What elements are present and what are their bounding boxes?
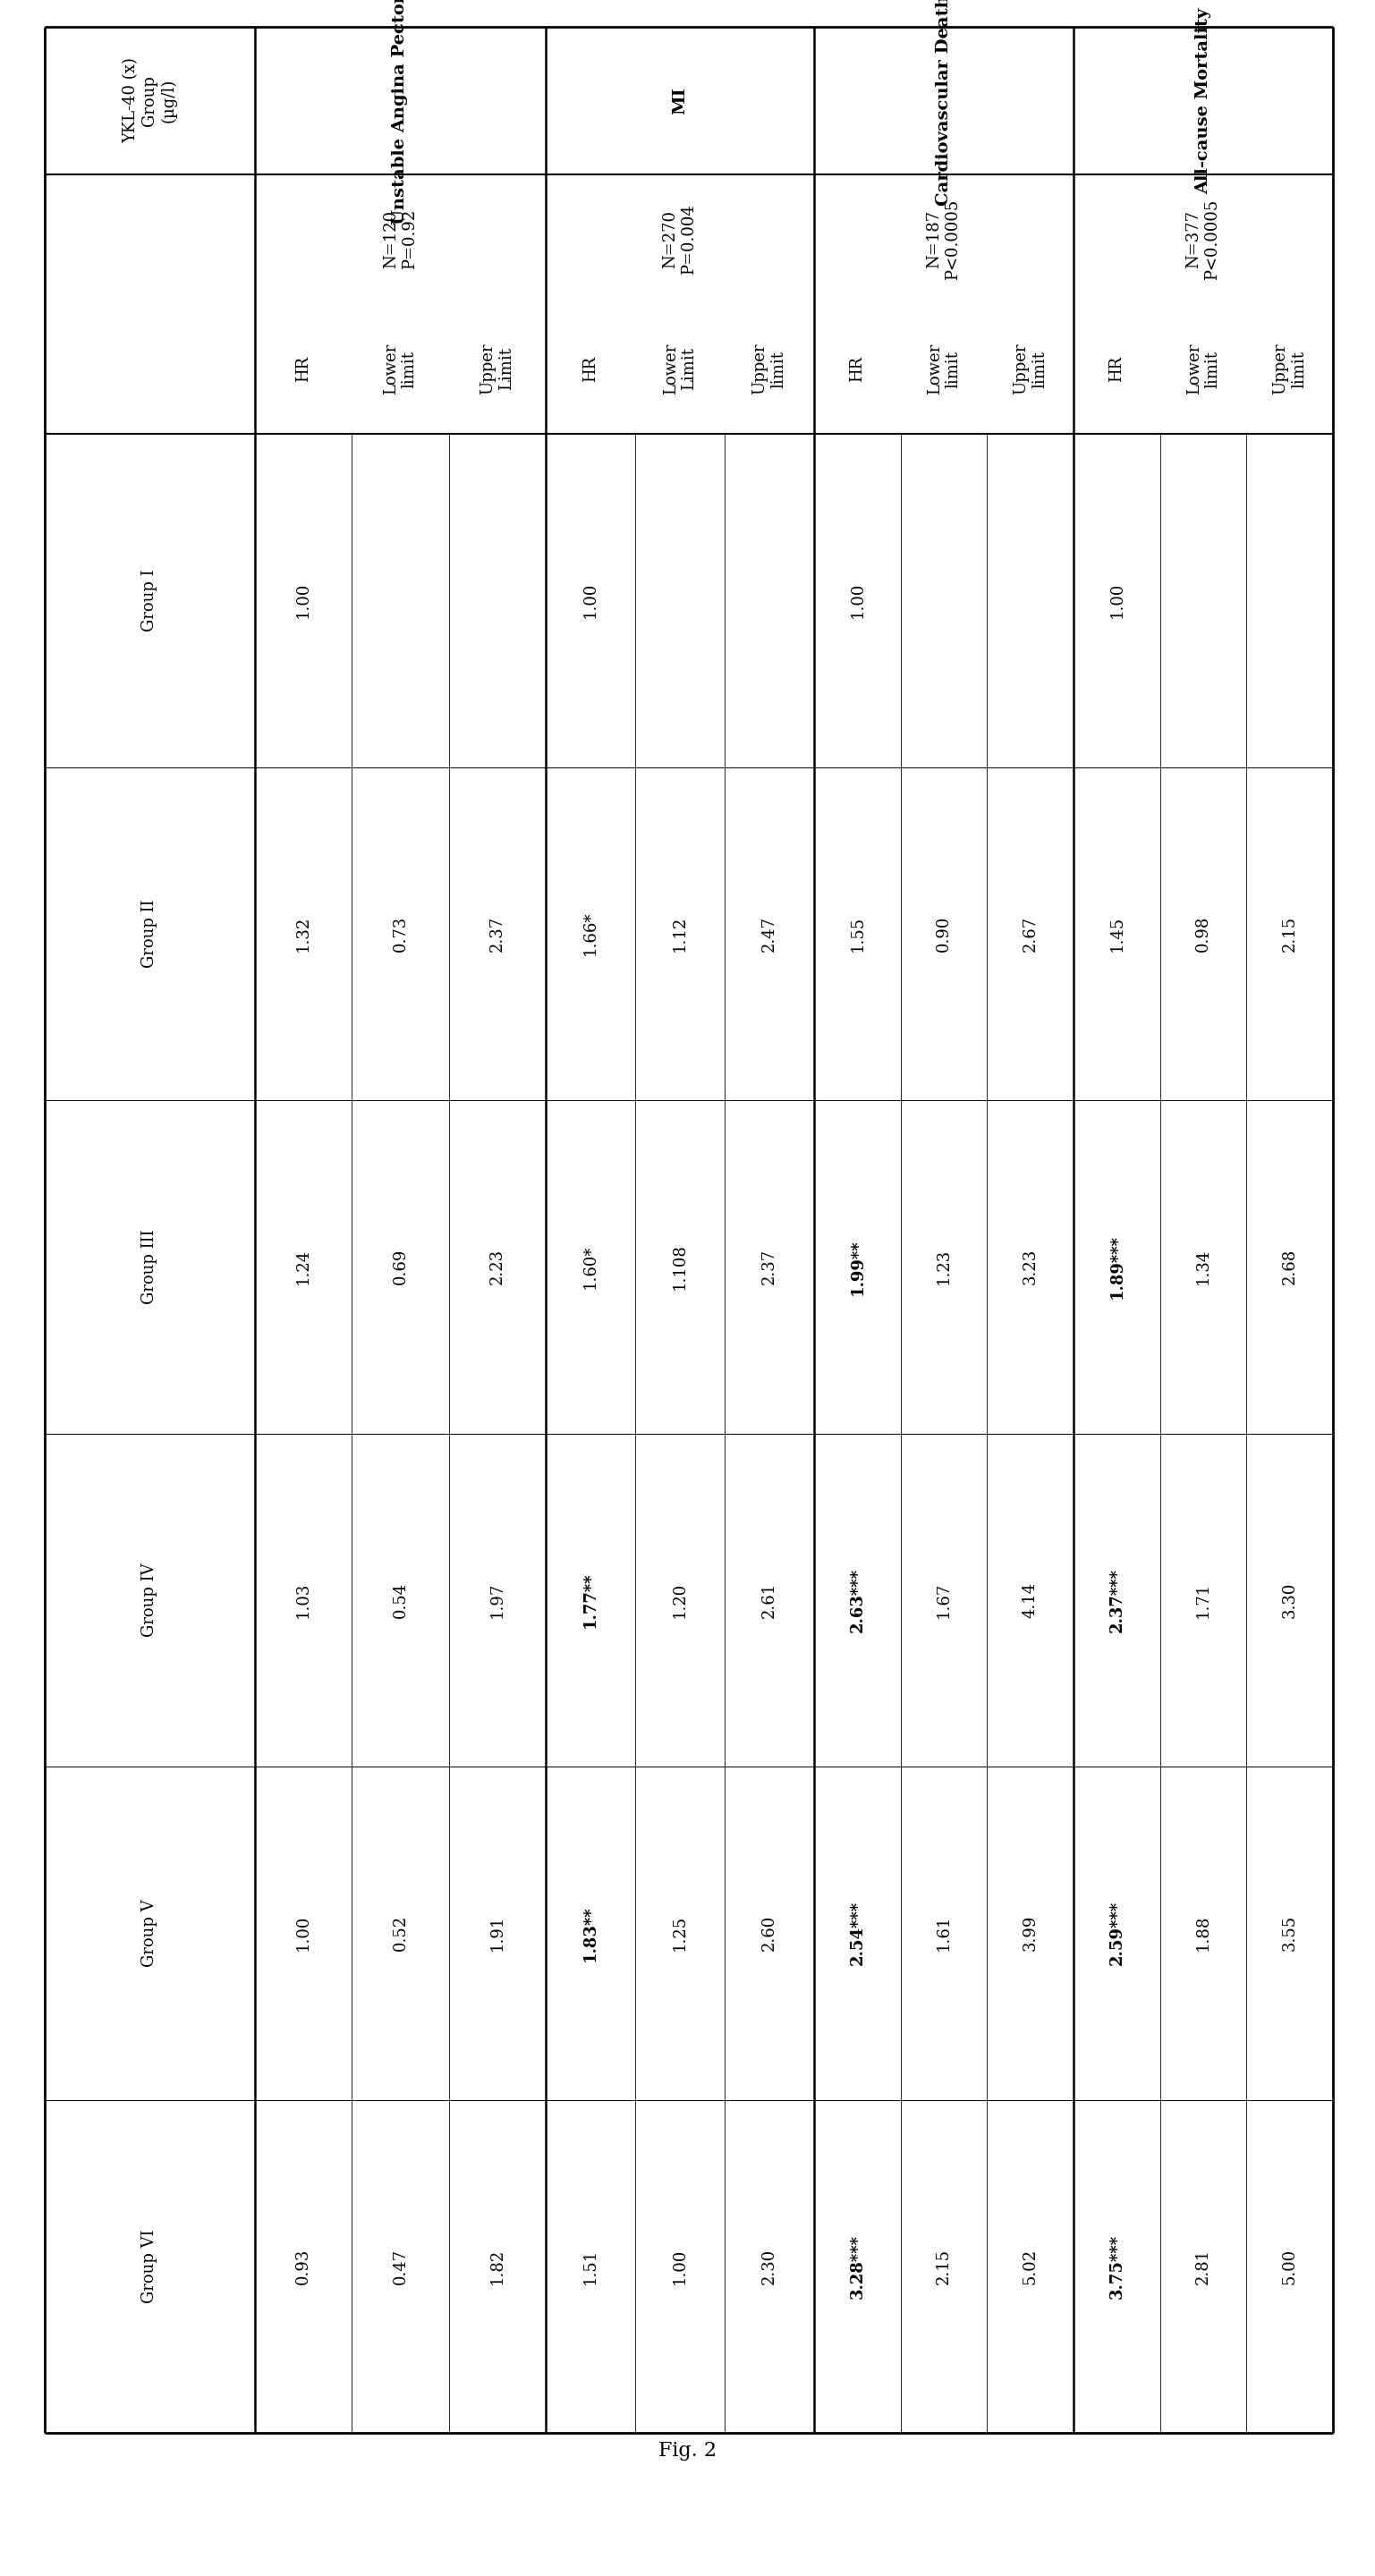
Text: 1.25: 1.25 bbox=[672, 1914, 688, 1950]
Text: 1.60*: 1.60* bbox=[583, 1244, 598, 1288]
Text: 1.71: 1.71 bbox=[1195, 1582, 1211, 1618]
Text: All-cause Mortality: All-cause Mortality bbox=[1195, 8, 1211, 193]
Text: 3.23: 3.23 bbox=[1022, 1249, 1038, 1285]
Text: 1.61: 1.61 bbox=[936, 1914, 952, 1950]
Text: 2.81: 2.81 bbox=[1195, 2249, 1211, 2285]
Text: 1.66*: 1.66* bbox=[583, 912, 598, 956]
Text: 1.00: 1.00 bbox=[1108, 582, 1125, 618]
Text: 2.61: 2.61 bbox=[762, 1582, 777, 1618]
Text: 1.00: 1.00 bbox=[583, 582, 598, 618]
Text: 1.00: 1.00 bbox=[296, 1914, 312, 1950]
Text: 1.97: 1.97 bbox=[490, 1582, 505, 1618]
Text: Lower
limit: Lower limit bbox=[384, 343, 418, 394]
Text: 2.63***: 2.63*** bbox=[850, 1569, 865, 1633]
Text: Cardiovascular Death: Cardiovascular Death bbox=[936, 0, 952, 206]
Text: 0.73: 0.73 bbox=[392, 914, 408, 951]
Text: 2.23: 2.23 bbox=[490, 1249, 505, 1285]
Text: 0.98: 0.98 bbox=[1195, 914, 1211, 951]
Text: 1.82: 1.82 bbox=[490, 2249, 505, 2285]
Text: YKL-40 (x)
Group
(µg/l): YKL-40 (x) Group (µg/l) bbox=[122, 57, 176, 144]
Text: 1.45: 1.45 bbox=[1108, 914, 1125, 951]
Text: 0.93: 0.93 bbox=[296, 2249, 312, 2285]
Text: 2.37***: 2.37*** bbox=[1108, 1569, 1125, 1633]
Text: 1.77**: 1.77** bbox=[583, 1571, 598, 1628]
Text: 1.108: 1.108 bbox=[672, 1244, 688, 1291]
Text: 5.02: 5.02 bbox=[1022, 2249, 1038, 2285]
Text: Upper
limit: Upper limit bbox=[1272, 343, 1308, 394]
Text: 2.60: 2.60 bbox=[762, 1914, 777, 1950]
Text: Unstable Angina Pectoris: Unstable Angina Pectoris bbox=[392, 0, 408, 224]
Text: Group IV: Group IV bbox=[142, 1564, 158, 1636]
Text: 0.69: 0.69 bbox=[392, 1249, 408, 1285]
Text: 2.68: 2.68 bbox=[1282, 1249, 1298, 1285]
Text: 0.47: 0.47 bbox=[392, 2249, 408, 2285]
Text: Lower
limit: Lower limit bbox=[927, 343, 961, 394]
Text: 2.54***: 2.54*** bbox=[850, 1901, 865, 1965]
Text: 1.00: 1.00 bbox=[296, 582, 312, 618]
Text: HR: HR bbox=[850, 355, 865, 381]
Text: 3.99: 3.99 bbox=[1022, 1914, 1038, 1950]
Text: N=187
P<0.0005: N=187 P<0.0005 bbox=[927, 198, 961, 281]
Text: 2.37: 2.37 bbox=[490, 914, 505, 951]
Text: Lower
Limit: Lower Limit bbox=[663, 343, 697, 394]
Text: 1.55: 1.55 bbox=[850, 914, 865, 951]
Text: 2.37: 2.37 bbox=[762, 1249, 777, 1285]
Text: 4.14: 4.14 bbox=[1022, 1582, 1038, 1618]
Text: 1.00: 1.00 bbox=[672, 2249, 688, 2285]
Text: Group II: Group II bbox=[142, 899, 158, 969]
Text: 1.51: 1.51 bbox=[583, 2249, 598, 2285]
Text: 2.47: 2.47 bbox=[762, 914, 777, 951]
Text: 1.24: 1.24 bbox=[296, 1249, 312, 1285]
Text: 1.88: 1.88 bbox=[1195, 1914, 1211, 1950]
Text: Fig. 2: Fig. 2 bbox=[659, 2442, 716, 2460]
Text: HR: HR bbox=[296, 355, 312, 381]
Text: 1.99**: 1.99** bbox=[850, 1239, 865, 1296]
Text: N=270
P=0.004: N=270 P=0.004 bbox=[663, 204, 697, 276]
Text: 2.59***: 2.59*** bbox=[1108, 1901, 1125, 1965]
Text: Upper
Limit: Upper Limit bbox=[480, 343, 514, 394]
Text: HR: HR bbox=[1108, 355, 1125, 381]
Text: 3.30: 3.30 bbox=[1282, 1582, 1298, 1618]
Text: 1.00: 1.00 bbox=[850, 582, 865, 618]
Text: 2.15: 2.15 bbox=[1282, 914, 1298, 951]
Text: 3.55: 3.55 bbox=[1282, 1914, 1298, 1950]
Text: 1.67: 1.67 bbox=[936, 1582, 952, 1618]
Text: Lower
limit: Lower limit bbox=[1185, 343, 1221, 394]
Text: 0.54: 0.54 bbox=[392, 1582, 408, 1618]
Text: 1.12: 1.12 bbox=[672, 914, 688, 951]
Text: 1.20: 1.20 bbox=[672, 1582, 688, 1618]
Text: Upper
limit: Upper limit bbox=[1013, 343, 1048, 394]
Text: 3.28***: 3.28*** bbox=[850, 2233, 865, 2298]
Text: 2.67: 2.67 bbox=[1022, 914, 1038, 951]
Text: 0.90: 0.90 bbox=[936, 914, 952, 951]
Text: N=377
P<0.0005: N=377 P<0.0005 bbox=[1185, 198, 1221, 281]
Text: 2.30: 2.30 bbox=[762, 2249, 777, 2285]
Text: Group III: Group III bbox=[142, 1229, 158, 1303]
Text: Upper
limit: Upper limit bbox=[752, 343, 786, 394]
Text: 1.32: 1.32 bbox=[296, 914, 312, 951]
Text: 1.34: 1.34 bbox=[1195, 1249, 1211, 1285]
Text: 5.00: 5.00 bbox=[1282, 2249, 1298, 2285]
Text: 3.75***: 3.75*** bbox=[1108, 2233, 1125, 2298]
Text: HR: HR bbox=[583, 355, 598, 381]
Text: 0.52: 0.52 bbox=[392, 1914, 408, 1950]
Text: Group I: Group I bbox=[142, 569, 158, 631]
Text: 1.89***: 1.89*** bbox=[1108, 1234, 1125, 1298]
Text: 1.03: 1.03 bbox=[296, 1582, 312, 1618]
Text: 1.91: 1.91 bbox=[490, 1914, 505, 1950]
Text: 2.15: 2.15 bbox=[936, 2249, 952, 2285]
Text: 1.83**: 1.83** bbox=[583, 1906, 598, 1960]
Text: Group V: Group V bbox=[142, 1899, 158, 1968]
Text: N=120
P=0.92: N=120 P=0.92 bbox=[384, 209, 418, 270]
Text: Group VI: Group VI bbox=[142, 2228, 158, 2303]
Text: MI: MI bbox=[672, 88, 688, 113]
Text: 1.23: 1.23 bbox=[936, 1249, 952, 1285]
